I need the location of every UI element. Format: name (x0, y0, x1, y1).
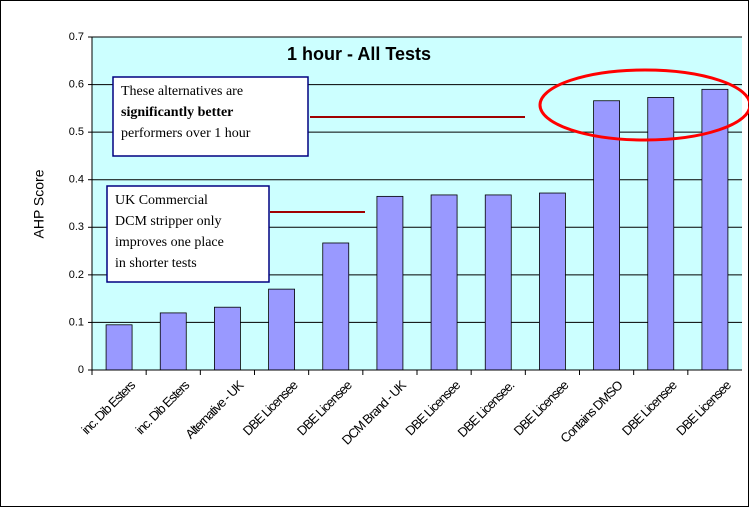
y-axis-label: AHP Score (31, 169, 47, 238)
annotation-box (112, 76, 309, 157)
y-tick-label: 0 (78, 364, 84, 376)
bar (539, 192, 566, 371)
y-tick-label: 0.3 (69, 221, 84, 233)
y-tick-label: 0.1 (69, 316, 84, 328)
bar (701, 88, 729, 371)
bar (647, 97, 675, 371)
highlight-ellipse (538, 68, 749, 142)
y-tick-label: 0.2 (69, 269, 84, 281)
bar (322, 242, 350, 371)
bar (214, 306, 241, 371)
chart-title: 1 hour - All Tests (287, 44, 431, 64)
bar (105, 324, 133, 371)
annotation-text: These alternatives are (121, 84, 243, 99)
annotation-text: UK Commercial (115, 193, 208, 208)
bar (593, 100, 620, 371)
annotation-text: improves one place (115, 235, 224, 250)
annotation-text: in shorter tests (115, 256, 197, 271)
y-tick-label: 0.4 (69, 174, 84, 186)
annotation-text: DCM stripper only (115, 214, 222, 229)
y-tick-label: 0.7 (69, 31, 84, 43)
y-tick-label: 0.6 (69, 78, 84, 90)
bar (376, 195, 404, 371)
y-tick-label: 0.5 (69, 126, 84, 138)
bar (484, 194, 512, 371)
annotation-text: significantly better (121, 105, 233, 120)
annotation-text: performers over 1 hour (121, 126, 251, 141)
annotation-box (106, 185, 270, 283)
bar (430, 194, 458, 371)
bar (268, 288, 295, 371)
bar (159, 312, 187, 371)
